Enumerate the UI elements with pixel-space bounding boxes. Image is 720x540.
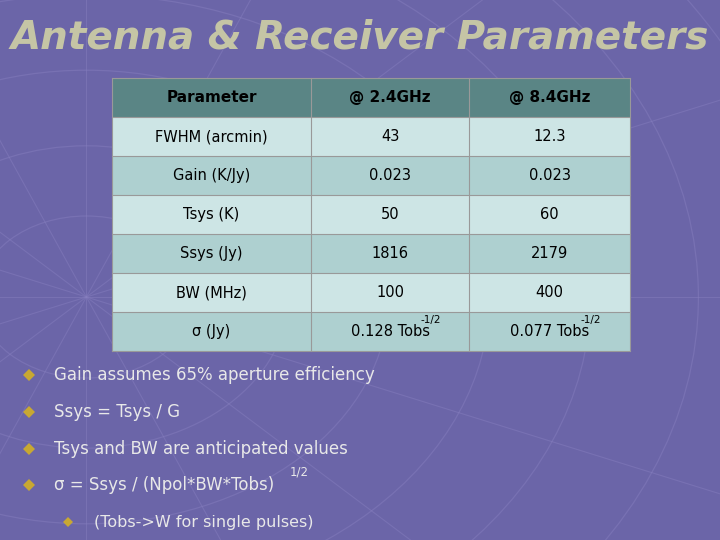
Bar — [311, 234, 469, 273]
Text: 50: 50 — [381, 207, 400, 222]
Text: 1/2: 1/2 — [289, 465, 308, 478]
Text: 100: 100 — [377, 285, 404, 300]
Text: Gain assumes 65% aperture efficiency: Gain assumes 65% aperture efficiency — [54, 366, 374, 384]
Bar — [469, 273, 630, 312]
Text: 2179: 2179 — [531, 246, 568, 261]
Bar — [112, 78, 311, 117]
Bar — [112, 117, 311, 156]
Text: Tsys (K): Tsys (K) — [184, 207, 240, 222]
Bar — [311, 312, 469, 351]
Bar — [311, 117, 469, 156]
Text: 0.023: 0.023 — [369, 168, 411, 183]
Text: -1/2: -1/2 — [580, 315, 600, 325]
Text: σ = Ssys / (Npol*BW*Tobs): σ = Ssys / (Npol*BW*Tobs) — [54, 476, 274, 495]
Bar — [469, 234, 630, 273]
Text: 400: 400 — [536, 285, 564, 300]
Bar — [112, 312, 311, 351]
Bar — [469, 312, 630, 351]
Bar — [112, 273, 311, 312]
Bar — [311, 78, 469, 117]
Text: Tsys and BW are anticipated values: Tsys and BW are anticipated values — [54, 440, 348, 458]
Text: σ (Jy): σ (Jy) — [192, 324, 230, 339]
Text: 0.023: 0.023 — [528, 168, 571, 183]
Text: 12.3: 12.3 — [534, 129, 566, 144]
Bar — [112, 156, 311, 195]
Bar — [112, 195, 311, 234]
Bar — [311, 273, 469, 312]
Text: Ssys (Jy): Ssys (Jy) — [180, 246, 243, 261]
Text: Gain (K/Jy): Gain (K/Jy) — [173, 168, 250, 183]
Bar — [469, 195, 630, 234]
Text: Antenna & Receiver Parameters: Antenna & Receiver Parameters — [11, 19, 709, 57]
Text: @ 8.4GHz: @ 8.4GHz — [509, 90, 590, 105]
Bar — [469, 156, 630, 195]
Bar — [112, 234, 311, 273]
Bar — [469, 117, 630, 156]
Bar — [469, 78, 630, 117]
Text: 1816: 1816 — [372, 246, 409, 261]
Text: @ 2.4GHz: @ 2.4GHz — [349, 90, 431, 105]
Text: 60: 60 — [540, 207, 559, 222]
Text: (Tobs->W for single pulses): (Tobs->W for single pulses) — [94, 515, 313, 530]
Text: -1/2: -1/2 — [420, 315, 441, 325]
Text: Parameter: Parameter — [166, 90, 256, 105]
Text: Ssys = Tsys / G: Ssys = Tsys / G — [54, 403, 180, 421]
Text: 0.128 Tobs: 0.128 Tobs — [351, 324, 430, 339]
Text: FWHM (arcmin): FWHM (arcmin) — [155, 129, 268, 144]
Bar — [311, 195, 469, 234]
Text: 0.077 Tobs: 0.077 Tobs — [510, 324, 589, 339]
Bar — [311, 156, 469, 195]
Text: 43: 43 — [381, 129, 400, 144]
Text: BW (MHz): BW (MHz) — [176, 285, 247, 300]
